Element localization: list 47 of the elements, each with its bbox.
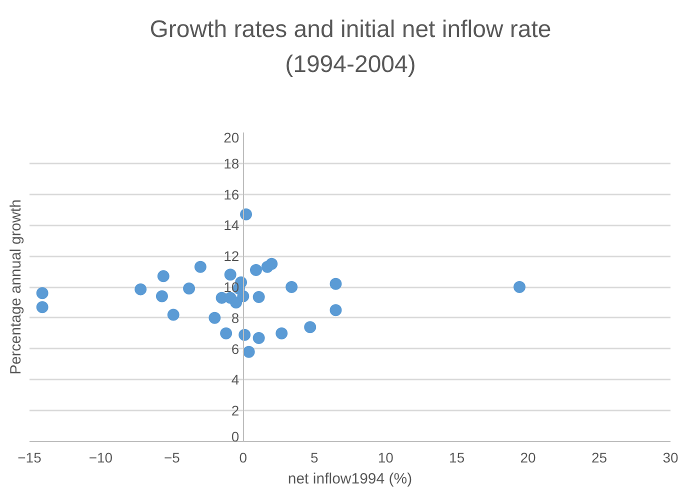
- point: [240, 208, 252, 220]
- point: [242, 346, 255, 358]
- point: [183, 282, 196, 295]
- x-tick-label: −10: [88, 450, 113, 466]
- y-tick-label: 0: [231, 428, 240, 444]
- point: [194, 260, 206, 273]
- y-tick-label: 12: [224, 248, 240, 264]
- point: [208, 312, 221, 324]
- y-tick-label: 6: [231, 340, 240, 357]
- point: [286, 281, 298, 293]
- point: [514, 281, 526, 293]
- chart-title: Growth rates and initial net inflow rate (1994-2004): [150, 15, 552, 80]
- x-axis-title: net inflow1994 (%): [288, 470, 412, 488]
- y-tick-label: 2: [231, 402, 240, 419]
- x-tick-label: 15: [449, 450, 465, 466]
- point: [220, 327, 232, 340]
- y-axis-title: Percentage annual growth: [8, 199, 24, 375]
- point: [250, 264, 262, 276]
- x-tick-label: 30: [662, 450, 678, 466]
- x-tick-label: 20: [520, 450, 536, 466]
- x-tick-label: −15: [18, 450, 42, 466]
- point: [238, 328, 251, 341]
- point: [276, 327, 288, 340]
- point: [134, 283, 147, 296]
- point: [252, 332, 265, 344]
- point: [330, 278, 342, 290]
- y-tick-label: 20: [224, 130, 240, 146]
- x-tick-label: −5: [164, 450, 180, 466]
- y-tick-label: 18: [224, 155, 240, 172]
- point: [304, 321, 316, 334]
- point: [224, 268, 236, 281]
- y-tick-label: 16: [224, 186, 240, 202]
- y-tick-label: 8: [231, 310, 240, 326]
- point: [252, 291, 265, 304]
- y-tick-label: 14: [224, 217, 240, 234]
- y-tick-label: 4: [231, 372, 240, 388]
- x-tick-label: 25: [591, 450, 608, 466]
- point: [36, 287, 48, 300]
- point: [156, 290, 168, 302]
- point: [237, 290, 250, 302]
- x-tick-label: 10: [378, 450, 394, 466]
- point: [36, 301, 48, 314]
- point: [330, 304, 342, 316]
- point: [157, 270, 170, 282]
- point: [266, 258, 278, 270]
- point: [167, 308, 180, 321]
- x-tick-label: 5: [310, 450, 318, 466]
